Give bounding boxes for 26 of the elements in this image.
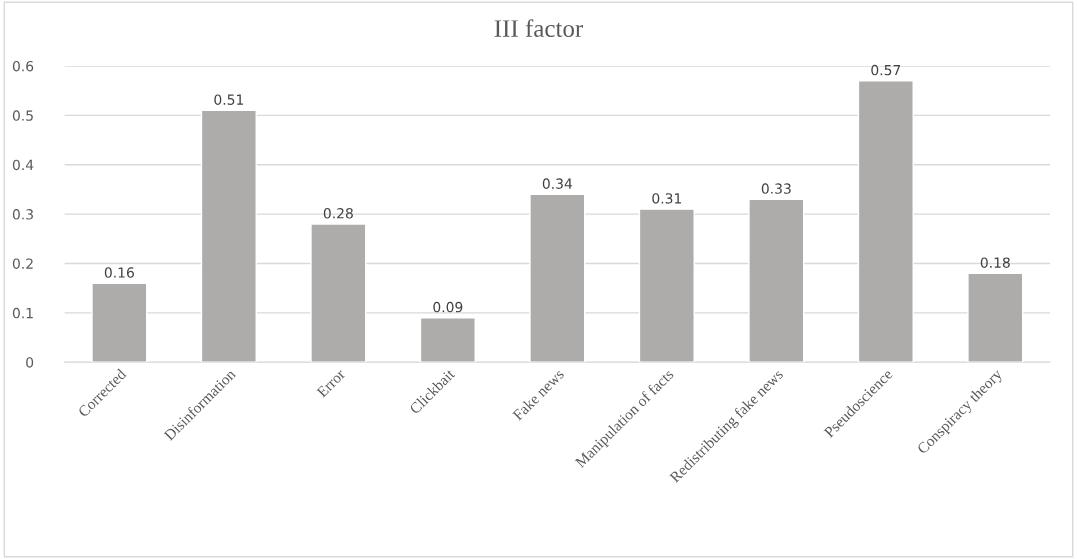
bar	[529, 193, 586, 363]
data-label: 0.34	[542, 178, 573, 189]
data-label: 0.51	[214, 94, 244, 105]
data-label: 0.33	[761, 183, 791, 194]
y-tick-label: 0.4	[12, 159, 34, 171]
bar	[857, 80, 914, 363]
y-tick-label: 0.5	[12, 110, 33, 121]
bar	[91, 282, 148, 363]
y-tick-label: 0	[26, 357, 34, 368]
data-label: 0.31	[652, 193, 682, 204]
data-label: 0.16	[104, 267, 134, 278]
y-tick-label: 0.3	[12, 209, 33, 220]
y-tick-label: 0.6	[12, 60, 34, 72]
y-tick-label: 0.2	[12, 258, 33, 269]
bar	[638, 208, 695, 363]
data-label: 0.28	[323, 208, 353, 219]
data-label: 0.18	[980, 257, 1010, 268]
bar	[419, 317, 476, 363]
data-label: 0.57	[871, 64, 901, 76]
bar	[200, 109, 257, 363]
chart-title: III factor	[494, 19, 584, 37]
bar	[310, 223, 367, 363]
y-tick-label: 0.1	[12, 307, 33, 319]
bar	[967, 272, 1024, 363]
data-label: 0.09	[433, 301, 463, 313]
bar	[748, 198, 805, 363]
